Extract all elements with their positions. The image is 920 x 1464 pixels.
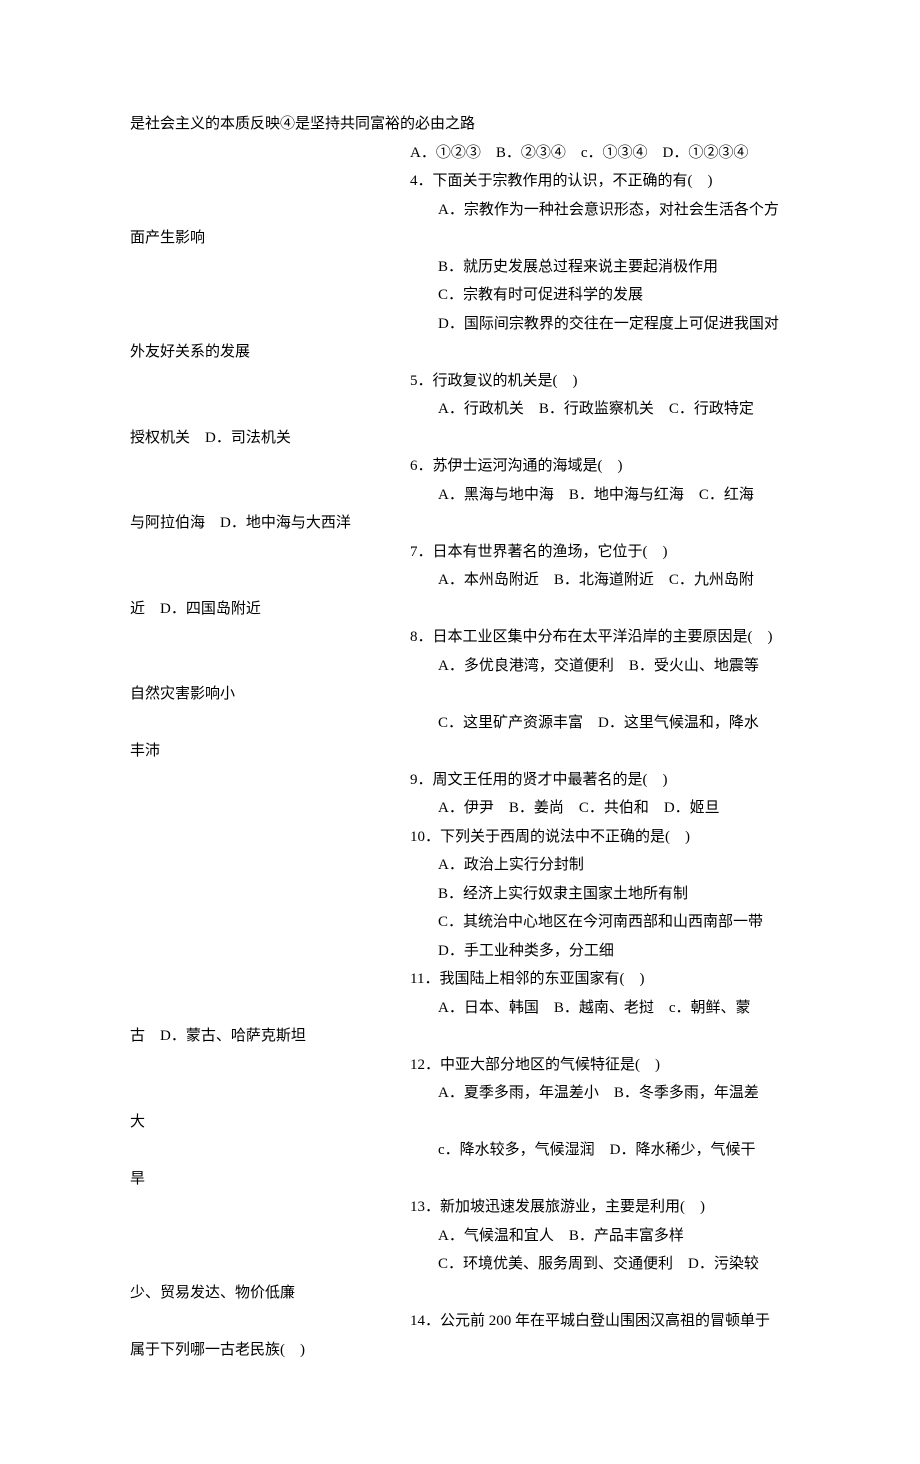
text-line: 外友好关系的发展 [130,338,790,367]
text-line: A．气候温和宜人 B．产品丰富多样 [130,1222,790,1251]
text-line: D．手工业种类多，分工细 [130,937,790,966]
text-line: A．宗教作为一种社会意识形态，对社会生活各个方 [130,196,790,225]
text-line: A．多优良港湾，交道便利 B．受火山、地震等 [130,652,790,681]
document-page: 是社会主义的本质反映④是坚持共同富裕的必由之路A．①②③ B．②③④ c．①③④… [0,0,920,1464]
text-line: 丰沛 [130,737,790,766]
text-line: 12．中亚大部分地区的气候特征是( ) [130,1051,790,1080]
text-line: D．国际间宗教界的交往在一定程度上可促进我国对 [130,310,790,339]
text-line: 5．行政复议的机关是( ) [130,367,790,396]
text-line: 少、贸易发达、物价低廉 [130,1279,790,1308]
text-line: A．本州岛附近 B．北海道附近 C．九州岛附 [130,566,790,595]
text-line: B．经济上实行奴隶主国家土地所有制 [130,880,790,909]
text-line: A．夏季多雨，年温差小 B．冬季多雨，年温差 [130,1079,790,1108]
text-line: C．这里矿产资源丰富 D．这里气候温和，降水 [130,709,790,738]
text-line: 旱 [130,1165,790,1194]
text-line: 9．周文王任用的贤才中最著名的是( ) [130,766,790,795]
text-line: C．环境优美、服务周到、交通便利 D．污染较 [130,1250,790,1279]
text-line: 与阿拉伯海 D．地中海与大西洋 [130,509,790,538]
text-line: 古 D．蒙古、哈萨克斯坦 [130,1022,790,1051]
text-line: 13．新加坡迅速发展旅游业，主要是利用( ) [130,1193,790,1222]
text-line: 授权机关 D．司法机关 [130,424,790,453]
text-line: C．其统治中心地区在今河南西部和山西南部一带 [130,908,790,937]
text-line: 属于下列哪一古老民族( ) [130,1336,790,1365]
text-line: 14．公元前 200 年在平城白登山围困汉高祖的冒顿单于 [130,1307,790,1336]
text-line: c．降水较多，气候湿润 D．降水稀少，气候干 [130,1136,790,1165]
text-line: 是社会主义的本质反映④是坚持共同富裕的必由之路 [130,110,790,139]
text-line: A．行政机关 B．行政监察机关 C．行政特定 [130,395,790,424]
text-line: A．黑海与地中海 B．地中海与红海 C．红海 [130,481,790,510]
text-line: 11．我国陆上相邻的东亚国家有( ) [130,965,790,994]
text-line: A．①②③ B．②③④ c．①③④ D．①②③④ [130,139,790,168]
text-line: 7．日本有世界著名的渔场，它位于( ) [130,538,790,567]
text-line: 6．苏伊士运河沟通的海域是( ) [130,452,790,481]
text-line: 大 [130,1108,790,1137]
text-line: C．宗教有时可促进科学的发展 [130,281,790,310]
text-line: A．政治上实行分封制 [130,851,790,880]
text-line: 4．下面关于宗教作用的认识，不正确的有( ) [130,167,790,196]
text-line: A．伊尹 B．姜尚 C．共伯和 D．姬旦 [130,794,790,823]
text-line: A．日本、韩国 B．越南、老挝 c．朝鲜、蒙 [130,994,790,1023]
text-line: 自然灾害影响小 [130,680,790,709]
text-line: 8．日本工业区集中分布在太平洋沿岸的主要原因是( ) [130,623,790,652]
text-line: 面产生影响 [130,224,790,253]
text-line: 10．下列关于西周的说法中不正确的是( ) [130,823,790,852]
text-line: B．就历史发展总过程来说主要起消极作用 [130,253,790,282]
text-line: 近 D．四国岛附近 [130,595,790,624]
